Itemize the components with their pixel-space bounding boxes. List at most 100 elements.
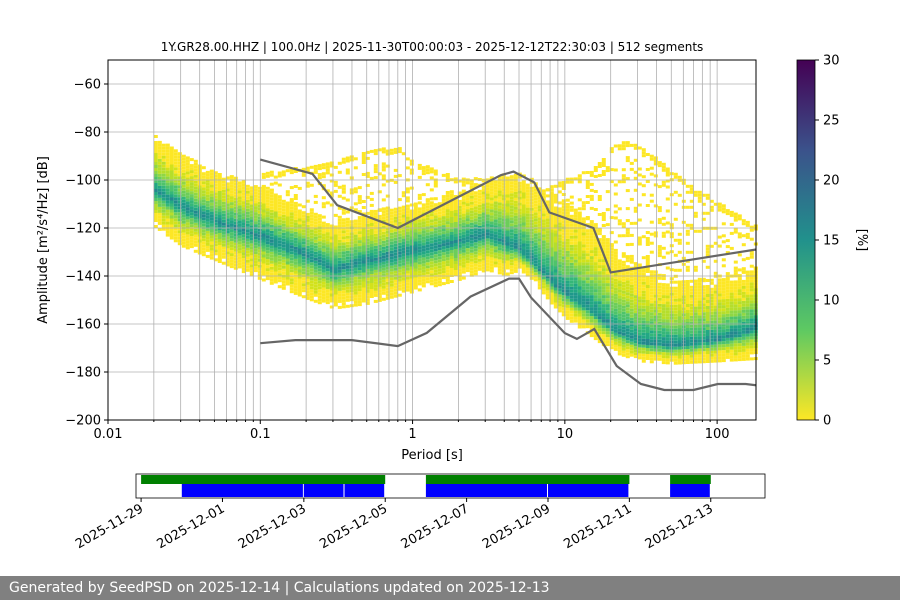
psd-cell <box>341 305 346 309</box>
psd-cell <box>577 271 582 275</box>
psd-cell <box>445 215 450 219</box>
psd-cell <box>185 165 190 169</box>
psd-cell <box>213 204 218 208</box>
psd-cell <box>273 259 278 263</box>
psd-cell <box>597 256 602 260</box>
psd-cell <box>229 202 234 206</box>
psd-cell <box>653 342 658 346</box>
psd-cell <box>313 224 318 228</box>
psd-cell <box>477 258 482 262</box>
psd-cell <box>289 260 294 264</box>
psd-cell <box>513 173 518 177</box>
psd-cell <box>625 277 630 281</box>
psd-cell <box>681 343 686 347</box>
psd-cell <box>297 260 302 264</box>
psd-cell <box>481 188 486 192</box>
psd-cell <box>385 254 390 258</box>
psd-cell <box>269 278 274 282</box>
psd-cell <box>401 286 406 290</box>
psd-cell <box>213 228 218 232</box>
psd-cell <box>573 310 578 314</box>
psd-cell <box>233 242 238 246</box>
psd-cell <box>669 346 674 350</box>
psd-cell <box>605 223 610 227</box>
psd-cell <box>725 277 730 281</box>
psd-cell <box>353 249 358 253</box>
psd-cell <box>485 193 490 197</box>
psd-cell <box>657 297 662 301</box>
psd-cell <box>553 302 558 306</box>
psd-cell <box>681 292 686 296</box>
psd-cell <box>581 262 586 266</box>
psd-cell <box>225 257 230 261</box>
psd-cell <box>701 303 706 307</box>
psd-cell <box>445 206 450 210</box>
psd-cell <box>393 291 398 295</box>
psd-cell <box>549 185 554 189</box>
psd-cell <box>661 255 666 259</box>
psd-cell <box>245 184 250 188</box>
psd-cell <box>441 252 446 256</box>
psd-cell <box>673 286 678 290</box>
psd-cell <box>633 262 638 266</box>
psd-cell <box>237 229 242 233</box>
psd-cell <box>549 202 554 206</box>
psd-cell <box>397 218 402 222</box>
psd-cell <box>477 234 482 238</box>
psd-cell <box>641 175 646 179</box>
psd-cell <box>261 263 266 267</box>
psd-cell <box>441 228 446 232</box>
psd-cell <box>281 253 286 257</box>
psd-cell <box>465 203 470 207</box>
psd-cell <box>577 304 582 308</box>
psd-cell <box>545 254 550 258</box>
psd-cell <box>549 241 554 245</box>
psd-cell <box>629 299 634 303</box>
psd-cell <box>637 293 642 297</box>
psd-cell <box>345 271 350 275</box>
psd-cell <box>489 227 494 231</box>
psd-cell <box>497 262 502 266</box>
psd-cell <box>341 184 346 188</box>
psd-cell <box>565 307 570 311</box>
psd-cell <box>621 302 626 306</box>
psd-cell <box>365 298 370 302</box>
psd-cell <box>401 268 406 272</box>
psd-cell <box>589 244 594 248</box>
psd-cell <box>721 302 726 306</box>
psd-cell <box>521 204 526 208</box>
psd-cell <box>237 196 242 200</box>
psd-cell <box>545 212 550 216</box>
psd-cell <box>157 176 162 180</box>
psd-cell <box>445 173 450 176</box>
psd-cell <box>725 212 730 216</box>
psd-cell <box>393 231 398 235</box>
psd-cell <box>241 231 246 235</box>
psd-cell <box>181 211 186 215</box>
psd-cell <box>485 217 490 221</box>
psd-cell <box>585 307 590 311</box>
psd-cell <box>529 228 534 232</box>
psd-cell <box>245 199 250 203</box>
psd-cell <box>537 259 542 263</box>
psd-cell <box>365 259 370 263</box>
psd-cell <box>385 149 390 153</box>
psd-cell <box>705 288 710 291</box>
psd-cell <box>165 146 170 150</box>
psd-cell <box>265 171 270 175</box>
psd-cell <box>713 356 718 360</box>
psd-cell <box>721 344 726 348</box>
psd-cell <box>525 186 530 190</box>
psd-cell <box>521 183 526 187</box>
psd-cell <box>665 331 670 335</box>
psd-cell <box>497 259 502 263</box>
psd-cell <box>633 170 638 174</box>
psd-cell <box>437 280 442 284</box>
psd-cell <box>709 344 714 348</box>
psd-cell <box>401 244 406 248</box>
psd-cell <box>633 292 638 296</box>
psd-cell <box>417 240 422 244</box>
psd-cell <box>401 191 406 195</box>
psd-cell <box>561 217 566 221</box>
psd-cell <box>185 243 190 247</box>
